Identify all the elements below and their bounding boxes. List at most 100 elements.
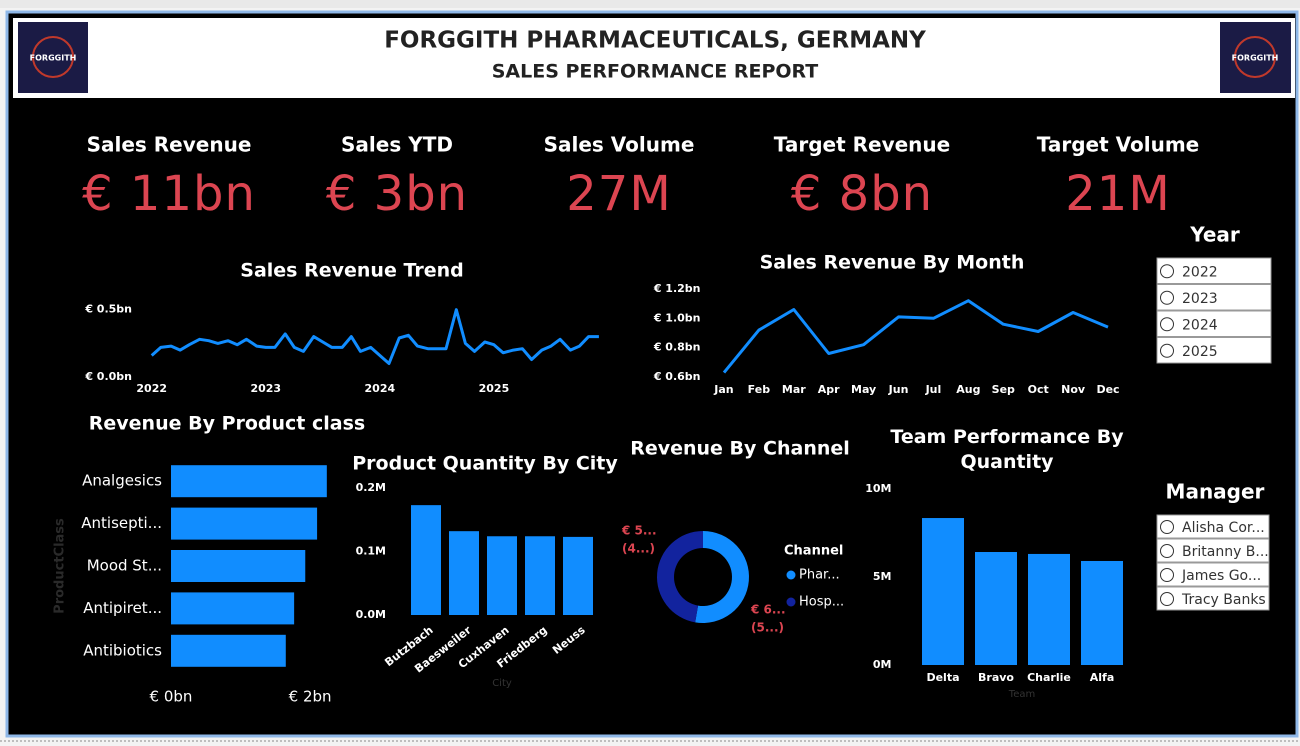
line-series	[150, 308, 599, 365]
kpi-label: Target Revenue	[774, 133, 950, 157]
bar	[411, 505, 441, 615]
kpi-label: Target Volume	[1037, 133, 1199, 157]
slicer-radio[interactable]	[1160, 568, 1174, 582]
slicer-option-label[interactable]: 2025	[1182, 344, 1218, 360]
y-tick-label: € 0.8bn	[653, 341, 701, 354]
y-tick-label: 0.0M	[356, 608, 386, 621]
logo-ring	[1234, 36, 1276, 78]
data-label: (4...)	[622, 542, 655, 556]
slicer-radio[interactable]	[1160, 317, 1174, 332]
y-tick-label: € 0.6bn	[653, 370, 701, 383]
y-tick-label: Analgesics	[82, 472, 162, 490]
slicer-option[interactable]	[1156, 586, 1270, 611]
x-tick-label: Delta	[926, 671, 959, 684]
x-tick-label: Charlie	[1027, 671, 1071, 684]
report-title: FORGGITH PHARMACEUTICALS, GERMANY	[384, 28, 926, 54]
y-tick-label: € 1.0bn	[653, 311, 701, 324]
data-label: € 6...	[750, 603, 786, 617]
x-tick-label: € 0bn	[150, 688, 193, 706]
bar	[525, 536, 555, 615]
header-band	[13, 18, 1295, 98]
slicer-option[interactable]	[1156, 310, 1272, 337]
donut-slice	[656, 531, 703, 623]
bar	[171, 550, 306, 582]
y-tick-label: Antibiotics	[83, 641, 162, 659]
x-tick-label: Feb	[748, 383, 771, 396]
ribbon-strip	[0, 0, 1300, 8]
kpi-value: 27M	[566, 166, 672, 222]
y-axis-title: ProductClass	[53, 518, 68, 614]
line-series	[722, 299, 1109, 374]
slicer-option-label[interactable]: Britanny B...	[1182, 544, 1269, 560]
y-tick-label: 0.2M	[356, 481, 386, 494]
x-tick-label: Oct	[1028, 383, 1049, 396]
slicer-radio[interactable]	[1160, 520, 1174, 534]
data-label: (5...)	[751, 621, 784, 635]
slicer-option[interactable]	[1156, 562, 1270, 587]
legend-label: Hosp...	[799, 595, 844, 610]
slicer-option-label[interactable]: James Go...	[1181, 568, 1261, 584]
slicer-option-label[interactable]: 2023	[1182, 291, 1218, 307]
slicer-option[interactable]	[1156, 514, 1270, 539]
logo-text: FORGGITH	[30, 54, 77, 63]
x-tick-label: Dec	[1096, 383, 1119, 396]
slicer-option[interactable]	[1156, 284, 1272, 311]
y-tick-label: € 0.5bn	[84, 303, 132, 316]
bar	[171, 592, 295, 625]
slicer-radio[interactable]	[1160, 264, 1174, 279]
x-tick-label: Jun	[888, 383, 909, 396]
chart-title: Sales Revenue Trend	[240, 260, 463, 282]
x-tick-label: Aug	[956, 383, 980, 396]
x-tick-label: € 2bn	[289, 688, 332, 706]
x-tick-label: 2022	[136, 382, 167, 395]
bar	[975, 552, 1017, 665]
x-tick-label: Mar	[782, 383, 806, 396]
y-tick-label: € 1.2bn	[653, 282, 701, 295]
report-subtitle: SALES PERFORMANCE REPORT	[492, 61, 819, 83]
logo-right	[1220, 22, 1291, 93]
data-label: € 5...	[621, 524, 657, 538]
x-tick-label: Jan	[713, 383, 733, 396]
bar	[487, 536, 517, 615]
slicer-radio[interactable]	[1160, 290, 1174, 305]
donut-slice	[695, 531, 749, 623]
kpi-label: Sales Revenue	[87, 133, 252, 157]
slicer-title: Manager	[1166, 480, 1265, 504]
y-tick-label: 0.1M	[356, 545, 386, 558]
slicer-option-label[interactable]: 2022	[1182, 264, 1218, 280]
kpi-value: € 11bn	[82, 166, 256, 222]
slicer-option[interactable]	[1156, 538, 1270, 563]
slicer-option-label[interactable]: Alisha Cor...	[1182, 520, 1265, 536]
x-tick-label: 2023	[250, 382, 281, 395]
legend-label: Phar...	[799, 568, 840, 583]
y-tick-label: Antisepti...	[81, 514, 162, 532]
chart-title: Sales Revenue By Month	[760, 252, 1025, 274]
x-tick-label: Sep	[992, 383, 1015, 396]
slicer-option[interactable]	[1156, 337, 1272, 364]
x-tick-label: Jul	[925, 383, 942, 396]
kpi-label: Sales Volume	[544, 133, 695, 157]
x-tick-label: Bravo	[978, 671, 1014, 684]
x-tick-label: Apr	[818, 383, 840, 396]
slicer-radio[interactable]	[1160, 343, 1174, 358]
y-tick-label: 0M	[873, 658, 892, 671]
legend-marker	[786, 597, 796, 607]
legend-title: Channel	[784, 544, 843, 559]
slicer-option-label[interactable]: 2024	[1182, 317, 1218, 333]
slicer-radio[interactable]	[1160, 544, 1174, 558]
chart-title: Product Quantity By City	[352, 453, 618, 475]
slicer-radio[interactable]	[1160, 592, 1174, 606]
bar	[171, 634, 286, 667]
chart-title-box: Team Performance By Quantity	[890, 426, 1123, 473]
bar	[171, 465, 327, 498]
bar	[922, 518, 964, 665]
slicer-option-label[interactable]: Tracy Banks	[1181, 592, 1266, 608]
kpi-label: Sales YTD	[341, 133, 453, 157]
bar	[563, 536, 593, 615]
slicer-option[interactable]	[1156, 257, 1272, 284]
bar	[171, 507, 318, 540]
bar	[449, 531, 479, 615]
kpi-value: € 8bn	[791, 166, 933, 222]
legend-marker	[786, 570, 796, 580]
